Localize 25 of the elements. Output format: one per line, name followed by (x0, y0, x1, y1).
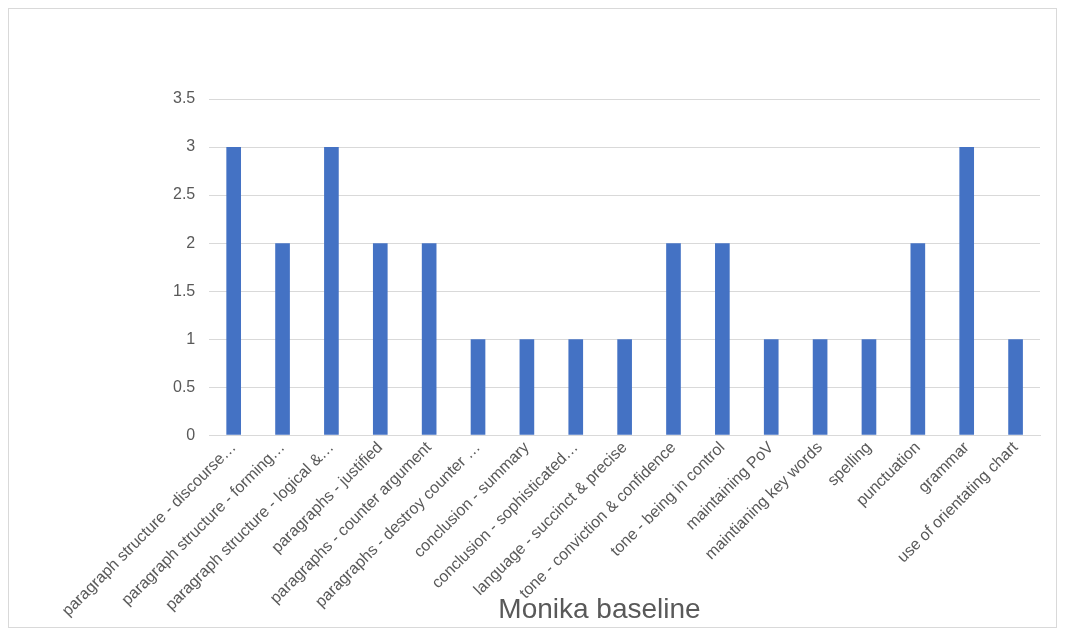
y-tick-label: 0.5 (172, 377, 196, 395)
bar (666, 243, 681, 435)
bar (910, 243, 926, 435)
bar (812, 339, 828, 435)
bar (715, 243, 730, 435)
bar (861, 339, 877, 435)
bar (519, 339, 535, 435)
bar (470, 339, 486, 435)
bar (324, 147, 339, 435)
y-tick-label: 1.5 (172, 281, 196, 299)
bar (275, 243, 290, 435)
bar (1008, 339, 1023, 435)
y-tick-label: 0 (186, 425, 196, 443)
y-tick-label: 3 (186, 137, 196, 155)
y-tick-label: 1 (186, 329, 196, 347)
bar (568, 339, 584, 435)
bar (763, 339, 779, 435)
bar (372, 243, 388, 435)
y-tick-label: 2.5 (172, 185, 196, 203)
y-tick-label: 2 (186, 233, 196, 251)
bar (617, 339, 632, 435)
bar (421, 243, 437, 435)
bar (226, 147, 242, 435)
bar (959, 147, 975, 435)
y-tick-label: 3.5 (172, 89, 196, 107)
